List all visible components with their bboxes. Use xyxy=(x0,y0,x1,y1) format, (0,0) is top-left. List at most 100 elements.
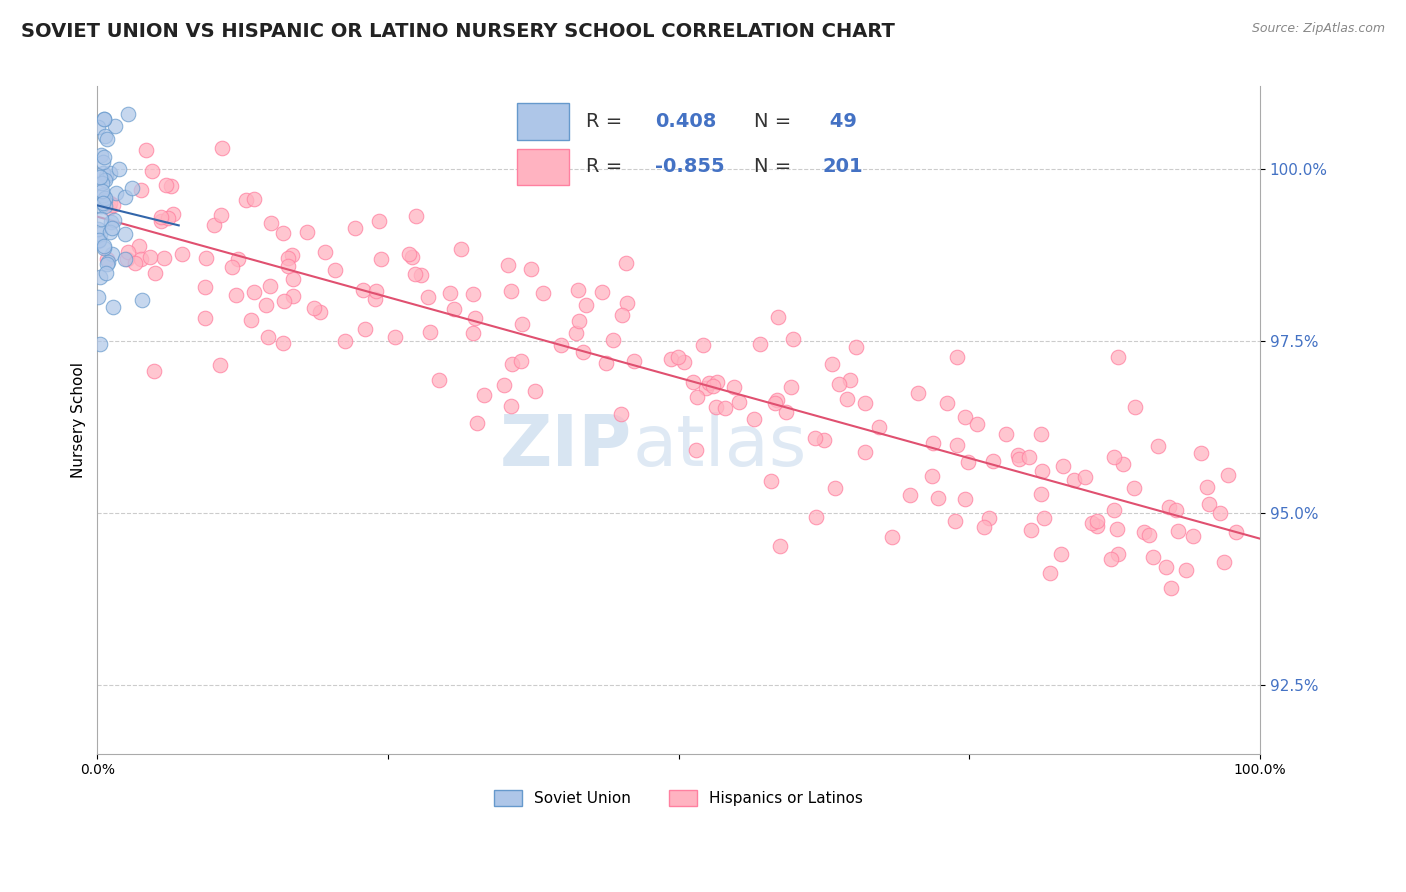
Point xyxy=(160,179,183,194)
Point xyxy=(93,112,115,127)
Point xyxy=(1181,529,1204,543)
Point xyxy=(295,225,318,239)
Point xyxy=(89,269,111,284)
Point xyxy=(114,190,136,204)
Point xyxy=(804,510,827,524)
Point xyxy=(243,193,266,207)
Point xyxy=(139,251,162,265)
Point xyxy=(271,336,294,351)
Point xyxy=(907,386,929,401)
Point xyxy=(697,376,720,390)
Point xyxy=(96,169,118,183)
Point xyxy=(283,272,305,286)
Point xyxy=(94,266,117,280)
Point xyxy=(354,322,377,336)
Point xyxy=(1105,522,1128,536)
Point xyxy=(1007,448,1029,462)
Point xyxy=(98,166,121,180)
Point xyxy=(1218,467,1240,482)
Point xyxy=(1102,450,1125,465)
Point xyxy=(364,292,387,306)
Point xyxy=(117,107,139,121)
Point xyxy=(472,388,495,402)
Point xyxy=(501,285,523,299)
Legend: Soviet Union, Hispanics or Latinos: Soviet Union, Hispanics or Latinos xyxy=(488,784,869,813)
Point xyxy=(149,213,172,227)
Point xyxy=(427,373,450,387)
Point xyxy=(143,364,166,378)
Point xyxy=(211,141,233,155)
Point xyxy=(953,410,976,425)
Point xyxy=(1081,516,1104,530)
Point xyxy=(921,469,943,483)
Point xyxy=(1164,503,1187,517)
Point xyxy=(1085,514,1108,528)
Point xyxy=(281,248,304,262)
Point xyxy=(141,163,163,178)
Point xyxy=(927,491,949,505)
Point xyxy=(1099,552,1122,566)
Point xyxy=(450,243,472,257)
Point xyxy=(404,267,426,281)
Point xyxy=(922,435,945,450)
Point xyxy=(153,251,176,265)
Point xyxy=(117,244,139,259)
Point xyxy=(370,252,392,266)
Point xyxy=(97,201,120,215)
Point xyxy=(409,268,432,283)
Point xyxy=(882,530,904,544)
Point xyxy=(91,195,114,210)
Point xyxy=(143,266,166,280)
Point xyxy=(209,208,232,222)
Point xyxy=(568,314,591,328)
Point xyxy=(1212,555,1234,569)
Point xyxy=(101,198,124,212)
Point xyxy=(769,539,792,553)
Point xyxy=(131,293,153,308)
Point xyxy=(614,256,637,270)
Point xyxy=(90,199,112,213)
Point xyxy=(609,407,631,421)
Point xyxy=(1074,469,1097,483)
Point xyxy=(107,162,129,177)
Point xyxy=(763,396,786,410)
Point xyxy=(93,239,115,253)
Point xyxy=(610,308,633,322)
Point xyxy=(135,144,157,158)
Point xyxy=(1018,450,1040,465)
Point xyxy=(853,396,876,410)
Point xyxy=(1107,350,1129,364)
Point xyxy=(835,392,858,406)
Point xyxy=(728,395,751,409)
Point xyxy=(129,183,152,197)
Point xyxy=(682,376,704,390)
Point xyxy=(461,326,484,341)
Point xyxy=(838,373,860,387)
Point xyxy=(94,199,117,213)
Point xyxy=(704,400,727,414)
Point xyxy=(256,329,278,343)
Point xyxy=(595,356,617,370)
Text: ZIP: ZIP xyxy=(501,412,633,481)
Point xyxy=(103,300,125,314)
Point xyxy=(273,293,295,308)
Point xyxy=(89,227,111,241)
Point xyxy=(259,216,281,230)
Point xyxy=(89,337,111,351)
Point xyxy=(702,379,724,393)
Point xyxy=(91,155,114,169)
Point xyxy=(1063,474,1085,488)
Point xyxy=(824,482,846,496)
Point xyxy=(492,377,515,392)
Point xyxy=(90,212,112,227)
Point xyxy=(828,376,851,391)
Point xyxy=(1050,547,1073,561)
Point xyxy=(115,252,138,266)
Point xyxy=(105,186,128,201)
Point xyxy=(398,247,420,261)
Point xyxy=(616,296,638,310)
Point xyxy=(845,340,868,354)
Point xyxy=(775,405,797,419)
Point xyxy=(344,220,367,235)
Point xyxy=(567,283,589,297)
